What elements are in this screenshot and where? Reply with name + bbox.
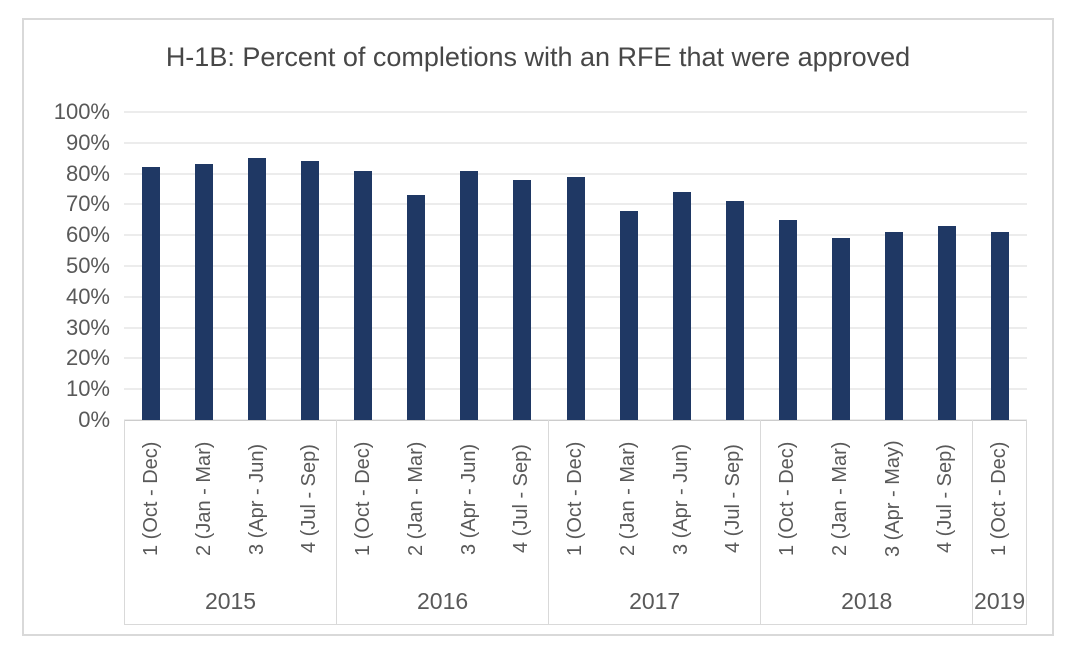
year-label-2018: 2018	[760, 578, 972, 624]
bar-2015-q1	[141, 167, 160, 420]
bar-2016-q2	[407, 195, 426, 420]
quarter-label: 4 (Jul - Sep)	[298, 444, 321, 554]
bar-slot	[655, 112, 708, 420]
bar-group-2015	[124, 112, 336, 420]
y-axis: 100% 90% 80% 70% 60% 50% 40% 30% 20% 10% 0%	[24, 99, 124, 432]
gridline	[124, 419, 1027, 421]
bar-slot	[177, 112, 230, 420]
y-tick-label: 50%	[65, 253, 110, 278]
quarter-label: 4 (Jul - Sep)	[510, 444, 533, 554]
gridline	[124, 111, 1027, 113]
bar-2016-q1	[354, 170, 373, 420]
quarter-label: 4 (Jul - Sep)	[934, 444, 957, 554]
quarter-group-2016: 1 (Oct - Dec) 2 (Jan - Mar) 3 (Apr - Jun) 4…	[336, 420, 548, 578]
quarter-label: 3 (Apr - May)	[881, 440, 904, 558]
y-tick-label: 40%	[65, 283, 110, 309]
bar-group-2018	[761, 112, 973, 420]
bar-2016-q4	[513, 179, 532, 420]
bar-2017-q4	[725, 201, 744, 420]
bar-slot	[549, 112, 602, 420]
bar-2019-q1	[991, 232, 1010, 420]
bars-row	[124, 112, 1027, 420]
year-label-2016: 2016	[336, 578, 548, 624]
bar-2018-q3	[885, 232, 904, 420]
gridline	[124, 173, 1027, 175]
gridline	[124, 142, 1027, 144]
quarter-label: 1 (Oct - Dec)	[564, 441, 586, 557]
bar-2018-q1	[778, 219, 797, 420]
quarter-axis: 1 (Oct - Dec) 2 (Jan - Mar) 3 (Apr - Jun) 4…	[124, 420, 1028, 578]
quarter-label: 2 (Jan - Mar)	[616, 441, 639, 557]
year-label-2019: 2019	[972, 578, 1028, 624]
bar-slot	[443, 112, 496, 420]
year-label-2017: 2017	[548, 578, 760, 624]
y-tick-label: 70%	[65, 191, 110, 217]
bar-2015-q4	[300, 161, 319, 420]
quarter-label: 1 (Oct - Dec)	[988, 441, 1011, 557]
bar-group-2016	[336, 112, 548, 420]
y-tick-label: 80%	[65, 160, 110, 186]
quarter-label: 2 (Jan - Mar)	[192, 441, 215, 557]
quarter-label: 1 (Oct - Dec)	[351, 441, 374, 557]
chart-frame: H-1B: Percent of completions with an RFE…	[22, 18, 1054, 636]
quarter-group-2017: 1 (Oct - Dec) 2 (Jan - Mar) 3 (Apr - Jun) 4…	[548, 420, 760, 578]
quarter-label: 3 (Apr - Jun)	[245, 443, 268, 555]
quarter-label: 1 (Oct - Dec)	[139, 441, 162, 557]
bar-2017-q1	[566, 176, 585, 420]
bar-2016-q3	[460, 170, 479, 420]
bar-slot	[124, 112, 177, 420]
y-tick-label: 100%	[53, 99, 110, 124]
quarter-label: 1 (Oct - Dec)	[776, 441, 799, 557]
bar-slot	[708, 112, 761, 420]
year-label-2015: 2015	[124, 578, 336, 624]
bar-2015-q3	[247, 158, 266, 420]
quarter-group-2019: 1 (Oct - Dec)	[972, 420, 1028, 578]
bar-2015-q2	[194, 164, 213, 420]
bar-slot	[868, 112, 921, 420]
bar-slot	[815, 112, 868, 420]
bar-slot	[496, 112, 549, 420]
bar-slot	[390, 112, 443, 420]
bar-slot	[283, 112, 336, 420]
quarter-group-2018: 1 (Oct - Dec) 2 (Jan - Mar) 3 (Apr - May) 4…	[760, 420, 972, 578]
y-tick-label: 60%	[65, 222, 110, 248]
bar-2017-q2	[619, 210, 638, 420]
bar-slot	[921, 112, 974, 420]
bar-group-2017	[549, 112, 761, 420]
bar-slot	[336, 112, 389, 420]
y-tick-label: 90%	[65, 129, 110, 155]
bar-2018-q4	[938, 225, 957, 420]
bar-slot	[974, 112, 1027, 420]
quarter-label: 2 (Jan - Mar)	[404, 441, 427, 557]
y-tick-label: 10%	[65, 376, 110, 402]
bar-group-2019	[974, 112, 1027, 420]
quarter-label: 3 (Apr - Jun)	[669, 443, 692, 555]
quarter-label: 3 (Apr - Jun)	[457, 443, 480, 555]
bar-2017-q3	[672, 192, 691, 420]
quarter-group-2015: 1 (Oct - Dec) 2 (Jan - Mar) 3 (Apr - Jun) 4…	[124, 420, 336, 578]
quarter-label: 2 (Jan - Mar)	[828, 441, 851, 557]
bar-slot	[602, 112, 655, 420]
bar-2018-q2	[832, 238, 851, 420]
plot-area	[124, 111, 1027, 421]
bar-slot	[230, 112, 283, 420]
quarter-label: 4 (Jul - Sep)	[722, 444, 745, 554]
y-tick-label: 30%	[65, 314, 110, 340]
chart-title: H-1B: Percent of completions with an RFE…	[165, 42, 911, 72]
year-axis: 2015 2016 2017 2018 2019	[124, 578, 1028, 625]
bar-slot	[761, 112, 814, 420]
y-tick-label: 0%	[78, 407, 110, 432]
y-tick-label: 20%	[65, 345, 110, 371]
